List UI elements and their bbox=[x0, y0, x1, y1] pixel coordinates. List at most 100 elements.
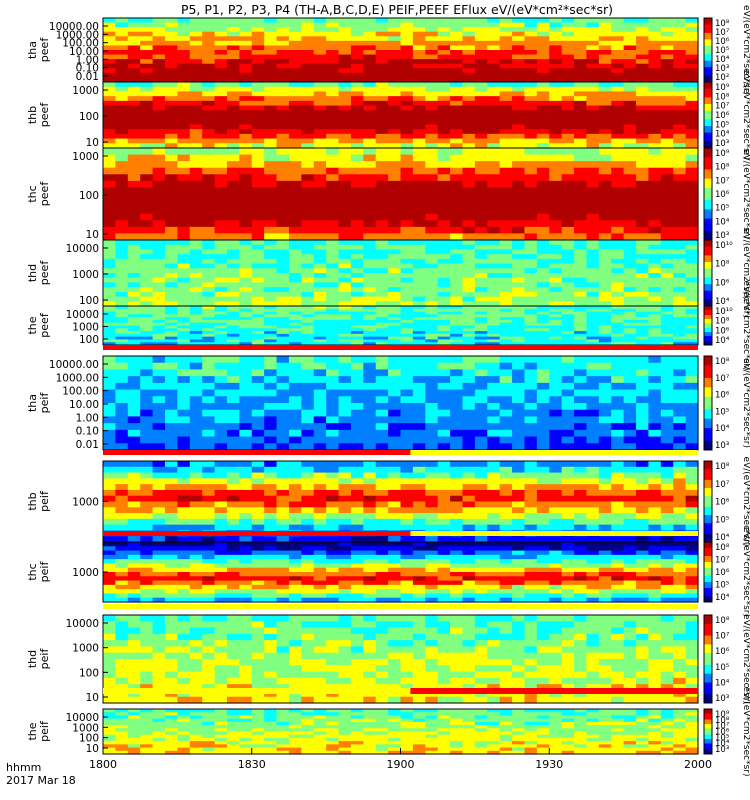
spectrogram-cell bbox=[152, 277, 166, 284]
spectrogram-cell bbox=[338, 518, 352, 526]
spectrogram-cell bbox=[164, 244, 178, 251]
spectrogram-cell bbox=[189, 72, 203, 79]
spectrogram-cell bbox=[127, 322, 141, 327]
spectrogram-cell bbox=[549, 240, 563, 246]
spectrogram-cell bbox=[450, 362, 464, 371]
spectrogram-cell bbox=[648, 154, 662, 162]
spectrogram-cell bbox=[115, 27, 129, 33]
spectrogram-cell bbox=[375, 396, 389, 404]
spectrogram-cell bbox=[177, 296, 191, 302]
spectrogram-cell bbox=[400, 282, 414, 288]
spectrogram-cell bbox=[326, 328, 340, 332]
spectrogram-cell bbox=[276, 524, 290, 532]
spectrogram-cell bbox=[611, 31, 625, 37]
spectrogram-cell bbox=[103, 148, 116, 156]
spectrogram-cell bbox=[189, 105, 203, 111]
spectrogram-cell bbox=[586, 138, 600, 144]
spectrogram-cell bbox=[648, 50, 662, 56]
spectrogram-cell bbox=[412, 314, 426, 318]
spectrogram-cell bbox=[388, 308, 402, 313]
spectrogram-cell bbox=[239, 507, 253, 514]
spectrogram-cell bbox=[400, 105, 414, 111]
spectrogram-cell bbox=[251, 124, 265, 130]
spectrogram-cell bbox=[673, 200, 687, 208]
spectrogram-cell bbox=[586, 200, 600, 208]
spectrogram-cell bbox=[462, 409, 476, 418]
spectrogram-cell bbox=[363, 45, 377, 51]
spectrogram-cell bbox=[499, 306, 513, 310]
spectrogram-cell bbox=[636, 356, 650, 364]
spectrogram-cell bbox=[561, 466, 575, 474]
spectrogram-cell bbox=[214, 18, 228, 24]
spectrogram-cell bbox=[536, 495, 550, 503]
spectrogram-cell bbox=[611, 249, 625, 255]
spectrogram-cell bbox=[264, 409, 278, 418]
spectrogram-cell bbox=[239, 133, 253, 140]
spectrogram-cell bbox=[474, 36, 488, 42]
spectrogram-cell bbox=[549, 331, 563, 335]
spectrogram-cell bbox=[214, 282, 228, 288]
spectrogram-cell bbox=[536, 396, 550, 404]
spectrogram-cell bbox=[561, 443, 575, 451]
spectrogram-cell bbox=[536, 31, 550, 37]
spectrogram-cell bbox=[152, 443, 166, 451]
spectrogram-cell bbox=[549, 382, 563, 391]
spectrogram-cell bbox=[549, 100, 563, 107]
spectrogram-cell bbox=[264, 220, 278, 228]
spectrogram-cell bbox=[499, 82, 513, 88]
spectrogram-cell bbox=[673, 429, 687, 438]
spectrogram-cell bbox=[611, 110, 625, 116]
spectrogram-cell bbox=[264, 143, 278, 149]
spectrogram-cell bbox=[226, 233, 240, 241]
spectrogram-cell bbox=[450, 82, 464, 88]
spectrogram-cell bbox=[512, 86, 526, 93]
spectrogram-cell bbox=[140, 513, 154, 520]
spectrogram-cell bbox=[636, 518, 650, 526]
spectrogram-cell bbox=[239, 409, 253, 418]
spectrogram-cell bbox=[313, 63, 327, 69]
spectrogram-cell bbox=[226, 301, 240, 307]
spectrogram-cell bbox=[326, 331, 340, 335]
spectrogram-cell bbox=[164, 484, 178, 491]
spectrogram-cell bbox=[586, 110, 600, 116]
spectrogram-cell bbox=[388, 311, 402, 315]
spectrogram-cell bbox=[673, 45, 687, 51]
spectrogram-cell bbox=[338, 82, 352, 88]
spectrogram-cell bbox=[598, 484, 612, 491]
spectrogram-cell bbox=[474, 187, 488, 195]
spectrogram-cell bbox=[685, 273, 699, 279]
spectrogram-cell bbox=[164, 115, 178, 121]
spectrogram-cell bbox=[648, 240, 662, 246]
spectrogram-cell bbox=[673, 277, 687, 284]
spectrogram-cell bbox=[660, 382, 674, 391]
spectrogram-cell bbox=[437, 436, 451, 444]
spectrogram-cell bbox=[536, 268, 550, 274]
spectrogram-cell bbox=[375, 322, 389, 327]
colorbar-step bbox=[704, 24, 712, 28]
spectrogram-cell bbox=[115, 466, 129, 474]
spectrogram-cell bbox=[636, 72, 650, 79]
spectrogram-cell bbox=[326, 376, 340, 384]
spectrogram-cell bbox=[474, 501, 488, 508]
spectrogram-cell bbox=[388, 524, 402, 532]
spectrogram-cell bbox=[115, 226, 129, 235]
spectrogram-cell bbox=[301, 333, 315, 338]
colorbar-step bbox=[704, 322, 712, 325]
spectrogram-cell bbox=[288, 317, 302, 321]
spectrogram-cell bbox=[313, 336, 327, 341]
spectrogram-cell bbox=[177, 63, 191, 69]
spectrogram-cell bbox=[412, 461, 426, 468]
spectrogram-cell bbox=[313, 258, 327, 265]
spectrogram-cell bbox=[103, 91, 116, 97]
spectrogram-cell bbox=[474, 40, 488, 47]
spectrogram-cell bbox=[462, 213, 476, 221]
spectrogram-cell bbox=[127, 489, 141, 497]
spectrogram-cell bbox=[660, 478, 674, 485]
spectrogram-cell bbox=[140, 342, 154, 346]
spectrogram-cell bbox=[524, 306, 538, 310]
spectrogram-cell bbox=[326, 68, 340, 74]
spectrogram-cell bbox=[115, 18, 129, 24]
spectrogram-cell bbox=[375, 382, 389, 391]
spectrogram-cell bbox=[412, 501, 426, 508]
spectrogram-cell bbox=[549, 110, 563, 116]
